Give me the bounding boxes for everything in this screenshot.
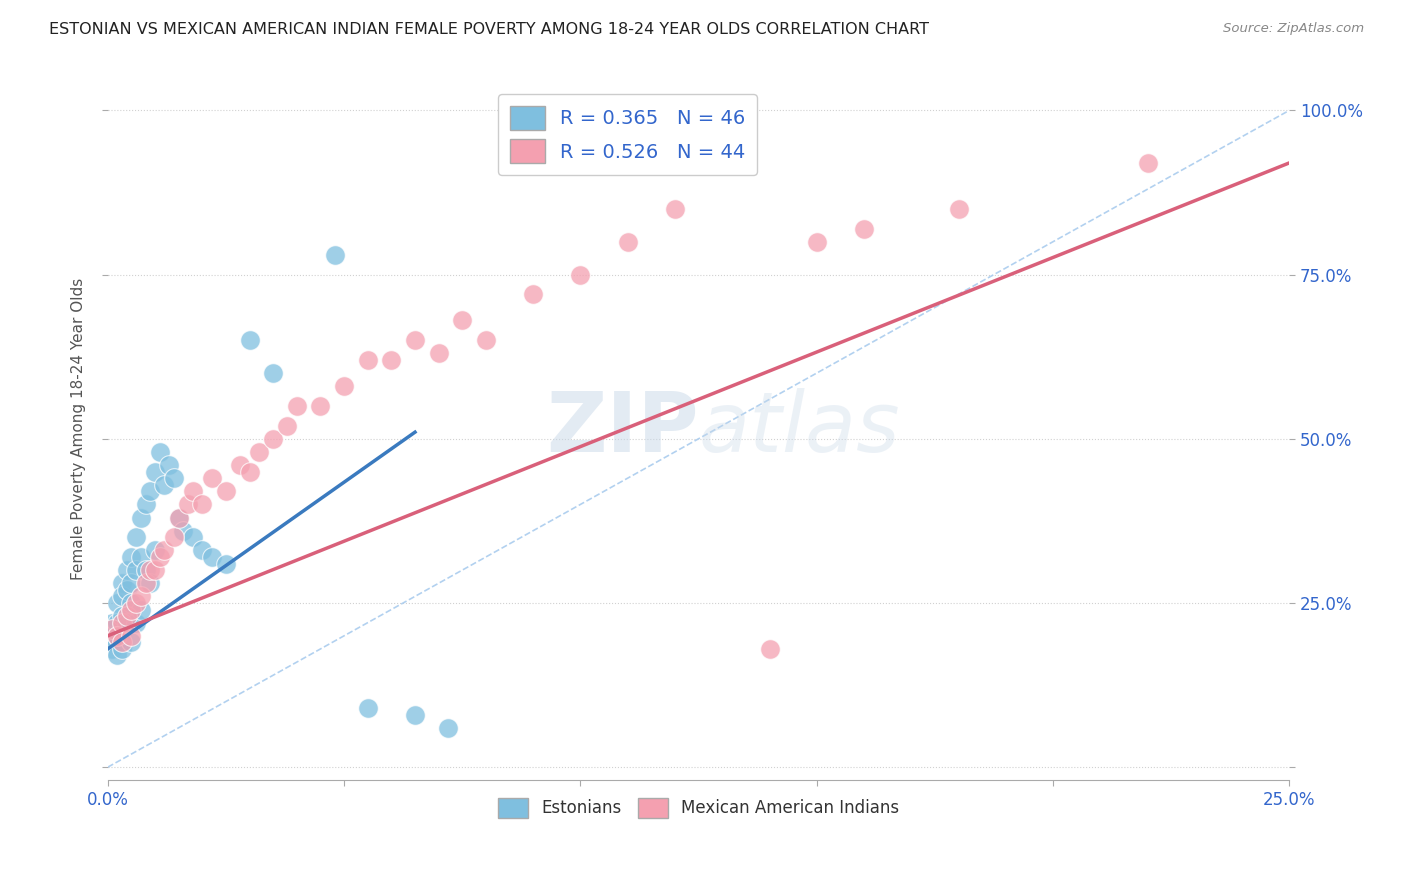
Point	[262, 432, 284, 446]
Point	[569, 268, 592, 282]
Point	[247, 445, 270, 459]
Point	[120, 549, 142, 564]
Y-axis label: Female Poverty Among 18-24 Year Olds: Female Poverty Among 18-24 Year Olds	[72, 277, 86, 580]
Point	[129, 602, 152, 616]
Point	[522, 287, 544, 301]
Point	[262, 366, 284, 380]
Point	[664, 202, 686, 216]
Text: ZIP: ZIP	[546, 388, 699, 469]
Point	[101, 641, 124, 656]
Point	[191, 497, 214, 511]
Point	[135, 497, 157, 511]
Point	[177, 497, 200, 511]
Point	[105, 648, 128, 663]
Point	[215, 484, 238, 499]
Point	[427, 346, 450, 360]
Point	[129, 549, 152, 564]
Point	[135, 563, 157, 577]
Point	[120, 629, 142, 643]
Point	[111, 576, 134, 591]
Point	[125, 615, 148, 630]
Point	[125, 530, 148, 544]
Point	[475, 333, 498, 347]
Point	[163, 530, 186, 544]
Point	[323, 248, 346, 262]
Point	[139, 576, 162, 591]
Point	[309, 399, 332, 413]
Point	[404, 707, 426, 722]
Point	[115, 563, 138, 577]
Point	[105, 596, 128, 610]
Point	[111, 609, 134, 624]
Point	[105, 629, 128, 643]
Point	[451, 313, 474, 327]
Point	[181, 484, 204, 499]
Point	[143, 465, 166, 479]
Point	[135, 576, 157, 591]
Point	[143, 563, 166, 577]
Text: Source: ZipAtlas.com: Source: ZipAtlas.com	[1223, 22, 1364, 36]
Point	[115, 615, 138, 630]
Point	[357, 352, 380, 367]
Point	[139, 563, 162, 577]
Point	[380, 352, 402, 367]
Point	[143, 543, 166, 558]
Point	[163, 471, 186, 485]
Point	[239, 465, 262, 479]
Point	[285, 399, 308, 413]
Point	[153, 477, 176, 491]
Text: ESTONIAN VS MEXICAN AMERICAN INDIAN FEMALE POVERTY AMONG 18-24 YEAR OLDS CORRELA: ESTONIAN VS MEXICAN AMERICAN INDIAN FEMA…	[49, 22, 929, 37]
Point	[120, 635, 142, 649]
Point	[101, 615, 124, 630]
Point	[111, 635, 134, 649]
Point	[105, 629, 128, 643]
Point	[153, 543, 176, 558]
Point	[758, 641, 780, 656]
Text: atlas: atlas	[699, 388, 900, 469]
Point	[167, 510, 190, 524]
Point	[948, 202, 970, 216]
Point	[120, 576, 142, 591]
Point	[105, 615, 128, 630]
Point	[111, 590, 134, 604]
Point	[806, 235, 828, 249]
Point	[201, 549, 224, 564]
Point	[191, 543, 214, 558]
Point	[149, 549, 172, 564]
Point	[125, 563, 148, 577]
Point	[853, 221, 876, 235]
Point	[616, 235, 638, 249]
Point	[149, 445, 172, 459]
Point	[215, 557, 238, 571]
Point	[120, 602, 142, 616]
Point	[333, 379, 356, 393]
Point	[157, 458, 180, 472]
Point	[1136, 156, 1159, 170]
Point	[167, 510, 190, 524]
Point	[120, 596, 142, 610]
Point	[239, 333, 262, 347]
Point	[101, 622, 124, 636]
Point	[229, 458, 252, 472]
Point	[139, 484, 162, 499]
Point	[181, 530, 204, 544]
Point	[437, 721, 460, 735]
Point	[101, 629, 124, 643]
Point	[111, 641, 134, 656]
Point	[125, 596, 148, 610]
Point	[115, 609, 138, 624]
Point	[129, 590, 152, 604]
Point	[201, 471, 224, 485]
Legend: Estonians, Mexican American Indians: Estonians, Mexican American Indians	[491, 791, 905, 825]
Point	[129, 510, 152, 524]
Point	[357, 701, 380, 715]
Point	[115, 582, 138, 597]
Point	[404, 333, 426, 347]
Point	[111, 615, 134, 630]
Point	[276, 418, 298, 433]
Point	[172, 524, 194, 538]
